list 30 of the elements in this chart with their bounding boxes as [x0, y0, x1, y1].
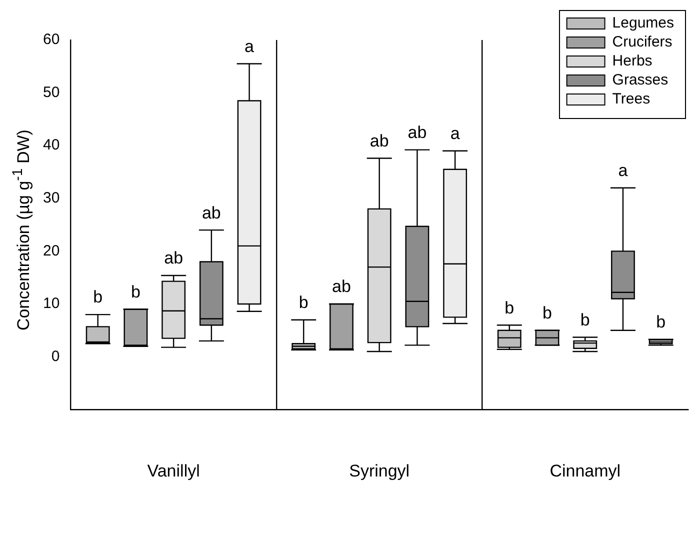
- legend-label: Herbs: [612, 52, 652, 70]
- text: b: [542, 304, 552, 323]
- text: ab: [332, 277, 351, 296]
- text: b: [93, 288, 103, 307]
- x-tick-label: Cinnamyl: [550, 461, 621, 480]
- legend-label: Crucifers: [612, 34, 672, 51]
- y-tick-label: 60: [42, 31, 60, 48]
- y-tick-label: 10: [42, 295, 60, 312]
- text: a: [450, 124, 460, 144]
- text: b: [504, 298, 514, 318]
- text: a: [618, 161, 628, 180]
- text: ab: [370, 131, 389, 150]
- text: b: [580, 310, 590, 330]
- text: ab: [164, 248, 184, 268]
- legend-label: Legumes: [612, 14, 674, 32]
- x-tick-label: Vanillyl: [147, 461, 200, 480]
- text: b: [130, 282, 140, 302]
- text: ab: [202, 203, 221, 222]
- y-tick-label: 50: [42, 84, 60, 101]
- y-tick-label: 0: [51, 348, 60, 365]
- text: ab: [408, 123, 427, 142]
- text: b: [656, 312, 666, 332]
- x-tick-label: Syringyl: [349, 461, 410, 480]
- text: b: [298, 293, 308, 312]
- y-tick-label: 40: [42, 136, 60, 154]
- legend-label: Grasses: [612, 72, 668, 89]
- y-tick-label: 20: [42, 242, 60, 260]
- legend-label: Trees: [612, 90, 650, 108]
- y-tick-label: 30: [42, 190, 60, 207]
- text: a: [244, 36, 254, 56]
